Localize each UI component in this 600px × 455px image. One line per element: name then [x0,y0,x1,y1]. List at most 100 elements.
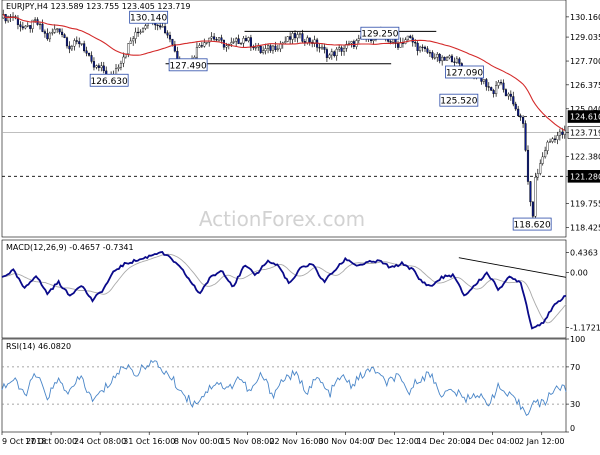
candle-body [242,38,245,44]
candle-body [308,37,311,43]
macd-tick-label: -1.1721 [570,323,600,332]
rsi-tick-label: 100 [570,335,585,344]
candle-body [448,55,451,58]
candle-body [436,54,439,58]
candle-body [450,55,454,63]
candle-body [301,33,304,42]
candle-body [428,52,431,54]
x-tick-label: 22 Nov 16:00 [269,437,323,446]
macd-tick-label: 0.00 [570,269,588,278]
candle-body [215,39,218,41]
candle-body [168,34,172,40]
macd-main-line [1,251,567,330]
candle-body [492,90,495,95]
y-tick-label: 127.700 [570,57,600,66]
x-tick-label: 9 Oct 2018 [2,437,46,446]
candle-body [350,41,353,44]
candle-body [455,58,458,63]
swing-label-text: 127.490 [170,61,207,71]
candle-body [56,28,59,30]
candle-body [485,79,488,87]
candle-body [122,56,125,64]
candle-body [65,37,69,47]
y-tick-label: 125.040 [570,105,600,114]
x-tick-label: 7 Dec 12:00 [370,437,419,446]
y-tick-label: 119.755 [570,200,600,209]
candle-body [553,138,557,141]
price-panel: ActionForex.com 130.140 126.630 127.490 129.… [1,0,600,238]
candle-body [195,47,199,58]
swing-label-box [360,26,400,40]
rsi-tick-label: 70 [570,363,580,372]
candle-body [262,50,265,53]
candle-body [119,63,122,68]
candle-body [24,25,27,29]
candle-body [409,35,412,39]
candle-body [536,173,539,178]
candle-body [200,45,203,47]
candle-body [526,149,530,182]
y-tick-label: 126.375 [570,81,600,90]
candle-body [267,45,270,49]
macd-panel: MACD(12,26,9) -0.4657 -0.7341 0.4363 0.00 -… [1,239,600,339]
rsi-plot-frame [1,338,567,433]
candle-body [502,82,505,90]
macd-trendline [458,257,567,278]
candle-body [269,45,272,51]
candle-body [205,42,208,44]
macd-tick-label: 0.4363 [570,248,598,257]
watermark-text: ActionForex.com [199,207,365,231]
candle-body [274,45,277,50]
candle-body [289,36,292,40]
candle-body [421,46,424,49]
candle-body [338,47,341,50]
candle-body [522,116,525,124]
macd-title: MACD(12,26,9) -0.4657 -0.7341 [6,243,134,252]
candle-body [539,163,542,174]
level-tag [567,170,600,183]
candle-body [240,42,243,45]
candle-body [213,36,216,40]
candle-body [318,47,321,49]
swing-label-box [512,217,552,231]
candle-body [293,33,297,39]
candle-body [524,123,527,151]
y-tick-label: 122.380 [570,153,600,162]
candle-body [43,31,46,34]
x-tick-label: 24 Dec 04:00 [466,437,520,446]
candle-body [244,38,248,42]
candle-body [406,35,409,41]
moving-average-line [2,14,566,131]
candle-body [75,40,78,42]
candle-body [166,32,169,36]
candle-body [41,23,44,32]
candle-body [512,96,515,105]
y-tick-label: 129.035 [570,33,600,42]
swing-label-box [168,58,208,72]
rsi-tick-label: 30 [570,400,580,409]
x-tick-label: 15 Nov 08:00 [220,437,274,446]
candle-body [139,31,142,33]
candle-body [482,79,485,82]
candle-body [519,115,522,118]
candle-body [63,34,66,38]
candle-body [48,32,51,40]
candle-body [171,38,174,45]
candle-body [558,131,561,136]
candle-body [247,37,250,42]
candle-body [453,61,456,63]
candle-body [509,93,512,97]
candle-body [210,36,213,39]
candle-body [529,181,532,203]
candle-body [232,41,235,43]
candle-body [504,89,507,97]
candle-body [127,43,130,55]
candle-body [230,42,233,45]
candle-body [446,57,449,61]
y-tick-label: 118.425 [570,224,600,233]
candle-body [279,43,282,50]
candle-body [21,26,24,29]
